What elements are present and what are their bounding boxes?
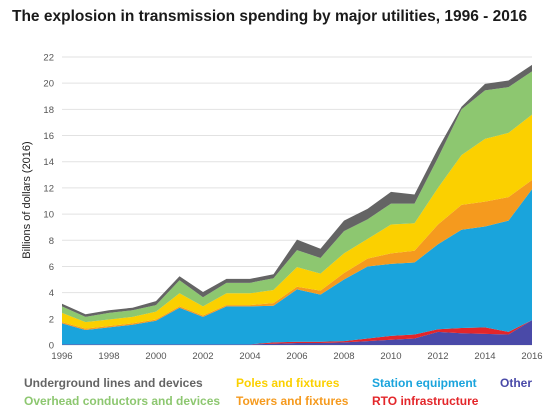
y-axis-title: Billions of dollars (2016) <box>21 141 33 258</box>
legend-station: Station equipment <box>372 376 477 390</box>
y-tick-label: 8 <box>49 236 54 247</box>
y-tick-label: 20 <box>43 79 54 90</box>
y-tick-label: 2 <box>49 314 54 325</box>
chart-title: The explosion in transmission spending b… <box>12 8 528 25</box>
area-rto-infrastructure <box>62 320 532 345</box>
x-tick-label: 1998 <box>98 351 119 362</box>
y-tick-label: 4 <box>49 288 54 299</box>
area-underground-lines-and-devices <box>62 64 532 317</box>
x-tick-label: 2016 <box>521 351 542 362</box>
legend-overhead: Overhead conductors and devices <box>24 394 221 408</box>
y-tick-label: 12 <box>43 183 54 194</box>
legend-towers: Towers and fixtures <box>236 394 349 408</box>
legend-underground: Underground lines and devices <box>24 376 203 390</box>
y-tick-label: 14 <box>43 157 54 168</box>
y-tick-label: 16 <box>43 131 54 142</box>
x-tick-label: 2000 <box>145 351 166 362</box>
stacked-areas <box>62 64 532 345</box>
legend-other: Other <box>500 376 533 390</box>
x-tick-labels: 1996 1998 2000 2002 2004 2006 2008 2010 2012 2014… <box>51 351 542 362</box>
x-tick-label: 2006 <box>286 351 307 362</box>
y-tick-label: 18 <box>43 105 54 116</box>
legend-poles: Poles and fixtures <box>236 376 340 390</box>
area-station-equipment <box>62 189 532 345</box>
y-tick-label: 6 <box>49 262 54 273</box>
x-tick-label: 2004 <box>239 351 260 362</box>
y-tick-label: 10 <box>43 210 54 221</box>
y-tick-label: 0 <box>49 341 54 352</box>
x-tick-label: 1996 <box>51 351 72 362</box>
x-tick-label: 2002 <box>192 351 213 362</box>
area-other <box>62 320 532 345</box>
x-tick-label: 2012 <box>427 351 448 362</box>
x-tick-label: 2014 <box>474 351 495 362</box>
legend-rto: RTO infrastructure <box>372 394 479 408</box>
area-poles-and-fixtures <box>62 114 532 329</box>
y-tick-labels: 0 2 4 6 8 10 12 14 16 18 20 22 <box>43 53 54 352</box>
area-overhead-conductors-and-devices <box>62 71 532 323</box>
x-tick-label: 2010 <box>380 351 401 362</box>
y-tick-label: 22 <box>43 53 54 64</box>
x-tick-label: 2008 <box>333 351 354 362</box>
